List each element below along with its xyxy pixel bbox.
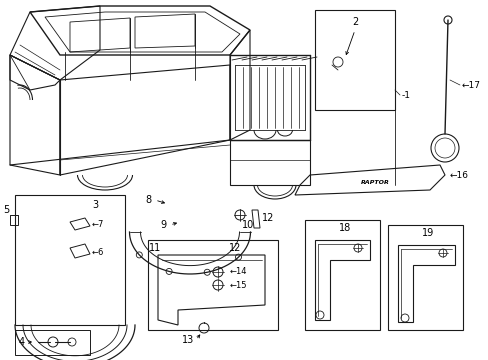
Bar [148,240,278,330]
Text: ←17: ←17 [461,81,480,90]
Bar [10,215,18,225]
Bar [305,220,379,330]
Bar [15,195,125,325]
Text: RAPTOR: RAPTOR [360,180,388,185]
Text: ←7: ←7 [92,220,104,229]
Bar [387,225,462,330]
Text: 10: 10 [242,220,254,230]
Text: -1: -1 [401,90,410,99]
Text: ←15: ←15 [229,280,247,289]
Text: 2: 2 [351,17,357,27]
Bar [314,10,394,110]
Text: 13: 13 [182,335,194,345]
Bar [15,330,90,355]
Text: 12: 12 [261,213,274,223]
Text: 19: 19 [421,228,433,238]
Text: 9: 9 [160,220,166,230]
Text: 4: 4 [19,337,25,347]
Text: ←6: ←6 [92,248,104,257]
Text: 3: 3 [92,200,98,210]
Text: 18: 18 [338,223,350,233]
Text: ←16: ←16 [449,171,468,180]
Text: 8: 8 [144,195,151,205]
Text: 5: 5 [3,205,9,215]
Text: 11: 11 [148,243,161,253]
Text: ←14: ←14 [229,267,247,276]
Text: 12: 12 [228,243,241,253]
